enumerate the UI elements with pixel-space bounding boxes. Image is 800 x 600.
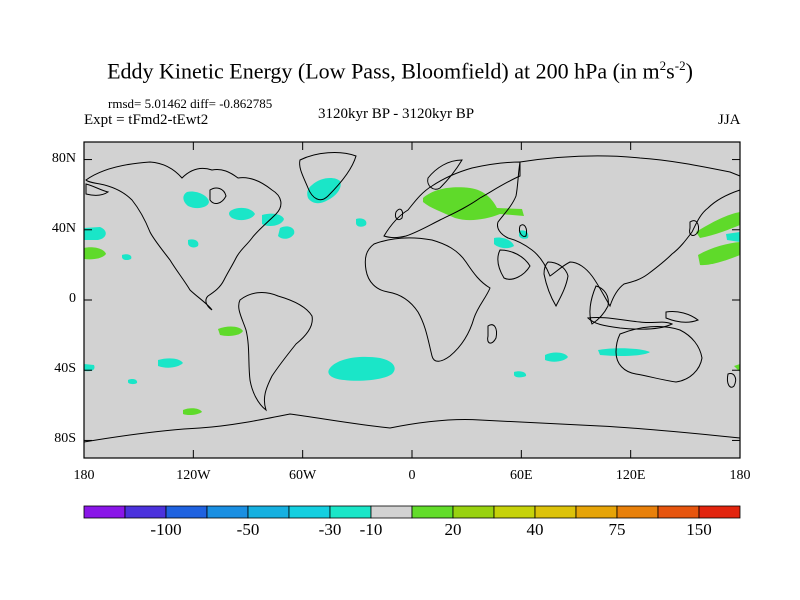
title-close: ) (685, 58, 693, 84)
coast-madagascar (487, 324, 497, 344)
coast-australia (615, 326, 703, 383)
title-exponent-1: 2 (659, 58, 667, 73)
coast-antarctica (83, 413, 741, 443)
coast-europe (383, 161, 521, 238)
colorbar-label: 150 (686, 520, 712, 539)
anomaly-mid-atlantic (356, 218, 367, 227)
anomaly-nw-atlantic (278, 226, 295, 239)
colorbar-label: -100 (150, 520, 182, 539)
coastlines (83, 152, 741, 443)
colorbar (83, 505, 741, 519)
anomaly-far-south-pacific (183, 408, 202, 416)
anomaly-caspian (518, 230, 529, 239)
coast-south-america (238, 292, 313, 412)
coast-southeast-asia (589, 285, 609, 325)
colorbar-label: -50 (236, 520, 260, 539)
lon-label: 60E (510, 468, 533, 483)
colorbar-swatch (616, 505, 659, 519)
lon-label: 60W (289, 468, 317, 483)
colorbar-swatch (657, 505, 700, 519)
coast-uk (395, 208, 403, 221)
colorbar-swatch (370, 505, 413, 519)
lon-label: 180 (73, 468, 95, 483)
title-mid: s (666, 58, 675, 84)
lat-label: 40N (51, 220, 76, 236)
colorbar-swatch (411, 505, 454, 519)
colorbar-swatch (575, 505, 618, 519)
experiment-label: Expt = tFmd2-tEwt2 (84, 112, 209, 128)
lat-label: 0 (69, 291, 76, 306)
rmsd-diff-stats: rmsd= 5.01462 diff= -0.862785 (108, 96, 273, 111)
colorbar-label: 75 (608, 520, 626, 539)
anomaly-south-pacific-west (84, 364, 95, 372)
lon-label: 180 (729, 468, 751, 483)
coast-indonesia (586, 317, 674, 330)
colorbar-swatch (534, 505, 577, 519)
coast-hudson-bay (209, 187, 227, 204)
lat-label: 40S (54, 361, 76, 377)
colorbar-label: -30 (318, 520, 342, 539)
coast-greenland (299, 152, 357, 201)
colorbar-swatch (124, 505, 167, 519)
coast-india (543, 261, 569, 308)
anomaly-south-atlantic (328, 356, 395, 381)
colorbar-swatch (165, 505, 208, 519)
anomaly-nw-pacific-cyan (84, 227, 106, 240)
anomaly-north-pacific-east-2 (698, 242, 740, 266)
lat-label: 80S (54, 431, 76, 447)
lat-label: 80N (51, 150, 76, 166)
axis-ticks (83, 142, 741, 458)
anomaly-mediterranean (494, 237, 514, 249)
anomaly-shading (84, 177, 740, 416)
coast-new-zealand (727, 373, 737, 388)
coast-japan (689, 220, 699, 236)
anomaly-south-indian (545, 352, 568, 362)
lon-label: 120E (615, 468, 646, 483)
colorbar-swatch (206, 505, 249, 519)
season-label: JJA (718, 112, 741, 128)
figure-title: Eddy Kinetic Energy (Low Pass, Bloomfiel… (0, 58, 800, 84)
anomaly-south-indian-2 (598, 348, 650, 356)
map-ocean-background (84, 142, 740, 458)
anomaly-greenland (307, 177, 341, 204)
colorbar-swatch (329, 505, 372, 519)
colorbar-swatch (83, 505, 126, 519)
lon-label: 0 (408, 468, 416, 483)
coast-arabia (497, 249, 531, 280)
colorbar-label: 40 (526, 520, 544, 539)
colorbar-swatch (247, 505, 290, 519)
anomaly-hudson (183, 191, 209, 209)
anomaly-labrador-sea (229, 207, 255, 221)
period-label: 3120kyr BP - 3120kyr BP (318, 106, 475, 122)
colorbar-label: 20 (444, 520, 462, 539)
anomaly-central-pacific (188, 239, 199, 248)
anomaly-hawaii (122, 254, 132, 261)
colorbar-swatch (493, 505, 536, 519)
title-main: Eddy Kinetic Energy (Low Pass, Bloomfiel… (107, 58, 660, 84)
anomaly-north-atlantic (262, 213, 284, 227)
colorbar-swatch (288, 505, 331, 519)
colorbar-swatch (698, 505, 741, 519)
lon-label: 120W (176, 468, 211, 483)
anomaly-south-pacific-far (128, 379, 138, 385)
anomaly-north-pacific-east-1 (696, 212, 740, 238)
colorbar-swatch (452, 505, 495, 519)
colorbar-label: -10 (359, 520, 383, 539)
title-exponent-2: -2 (674, 58, 686, 73)
anomaly-east-europe (423, 187, 524, 221)
coast-new-guinea (665, 311, 700, 323)
anomaly-north-pacific-east-3 (726, 232, 740, 242)
anomaly-sw-indian (514, 371, 527, 378)
anomaly-south-pacific (218, 326, 243, 336)
anomaly-sw-pacific (158, 358, 183, 368)
anomaly-nw-pacific-green (84, 247, 106, 260)
coast-scandinavia (427, 159, 463, 190)
coast-caspian (519, 224, 527, 237)
coast-alaska (85, 183, 110, 196)
coast-north-america (85, 161, 282, 311)
coast-africa (364, 237, 491, 362)
